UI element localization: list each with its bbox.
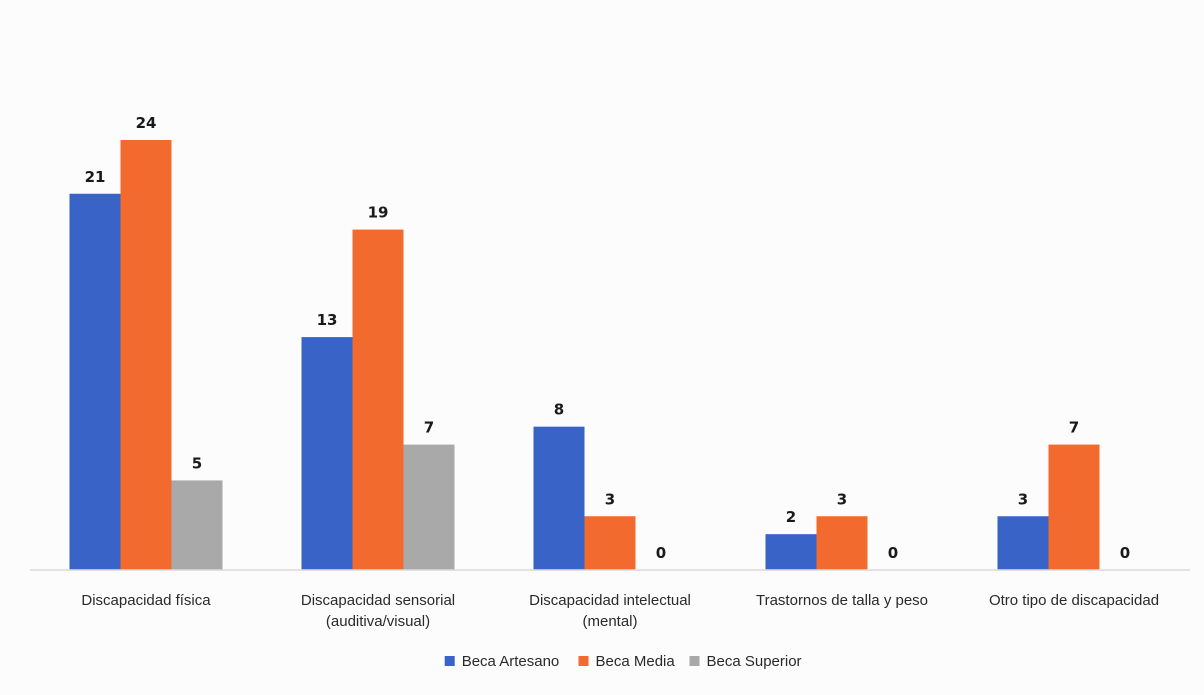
data-label: 2	[786, 508, 796, 526]
category-label-line: Discapacidad física	[81, 592, 211, 609]
category-label-line: (auditiva/visual)	[326, 613, 430, 630]
data-label: 0	[656, 544, 666, 562]
category-label-line: Trastornos de talla y peso	[756, 592, 928, 609]
legend-swatch	[444, 656, 455, 666]
data-label: 13	[317, 311, 338, 329]
category-labels: Discapacidad física Discapacidad sensoria…	[81, 592, 1159, 630]
legend-label: Beca Superior	[707, 653, 802, 670]
bar	[1048, 444, 1100, 570]
bar	[301, 337, 353, 570]
data-label: 0	[888, 544, 898, 562]
data-label: 21	[85, 168, 106, 186]
legend-label: Beca Artesano	[462, 653, 560, 670]
bar	[120, 140, 172, 570]
bar	[69, 193, 121, 570]
category-label-line: Discapacidad intelectual	[529, 592, 691, 609]
legend-swatch	[578, 656, 589, 666]
bars-group: 21 24 5 13 19 7 8 3 0 2 3 0 3 7 0	[69, 114, 1130, 571]
bar	[533, 426, 585, 570]
data-label: 0	[1120, 544, 1130, 562]
category-label-line: Otro tipo de discapacidad	[989, 592, 1159, 609]
bar	[352, 229, 404, 571]
data-label: 7	[1069, 419, 1079, 437]
legend-swatch	[689, 656, 700, 666]
data-label: 8	[554, 401, 564, 419]
bar	[816, 516, 868, 570]
data-label: 24	[136, 114, 157, 132]
category-label: Discapacidad intelectual (mental)	[529, 592, 691, 630]
bar	[997, 516, 1049, 570]
legend: Beca Artesano Beca Media Beca Superior	[444, 653, 802, 670]
data-label: 3	[1018, 490, 1028, 508]
category-label: Discapacidad física	[81, 592, 211, 609]
data-label: 3	[837, 490, 847, 508]
data-label: 19	[368, 204, 389, 222]
bar	[403, 444, 455, 570]
data-label: 5	[192, 454, 202, 472]
bar	[765, 534, 817, 570]
category-label: Trastornos de talla y peso	[756, 592, 928, 609]
data-label: 7	[424, 419, 434, 437]
legend-label: Beca Media	[596, 653, 676, 670]
category-label: Discapacidad sensorial (auditiva/visual)	[301, 592, 455, 630]
bar	[171, 480, 223, 570]
category-label: Otro tipo de discapacidad	[989, 592, 1159, 609]
category-label-line: (mental)	[582, 613, 637, 630]
bar	[584, 516, 636, 570]
data-label: 3	[605, 490, 615, 508]
category-label-line: Discapacidad sensorial	[301, 592, 455, 609]
